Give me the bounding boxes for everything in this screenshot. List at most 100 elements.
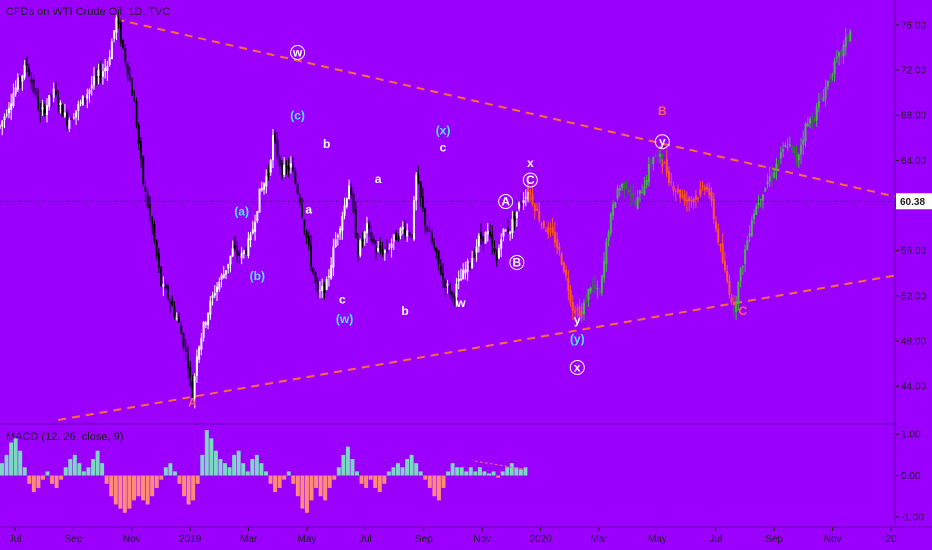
forecast-green-candle (654, 155, 657, 157)
macd-bar (95, 450, 100, 476)
price-candle (292, 166, 295, 172)
price-candle (59, 102, 62, 105)
price-candle (146, 193, 149, 208)
macd-bar (177, 475, 182, 484)
price-tick-label: 56.00 (901, 246, 926, 257)
macd-bar (487, 473, 491, 476)
macd-bar (459, 467, 464, 476)
price-candle (157, 253, 160, 268)
forecast-green-candle (777, 161, 780, 163)
forecast-red-candle (703, 187, 706, 191)
price-candle (131, 81, 134, 96)
macd-bar (86, 467, 91, 476)
price-candle (211, 295, 214, 299)
price-candle (195, 356, 198, 376)
macd-bar (523, 467, 528, 476)
forecast-red-candle (571, 302, 574, 311)
macd-bar (423, 475, 428, 480)
price-candle (186, 354, 189, 370)
forecast-green-candle (636, 196, 639, 209)
price-candle (224, 270, 227, 275)
price-candle (171, 301, 174, 306)
price-candle (28, 68, 31, 77)
forecast-green-candle (598, 290, 601, 295)
chart-title: CFDs on WTI Crude Oil, 1D, TVC (6, 6, 171, 18)
price-candle (92, 76, 95, 86)
macd-bar (63, 467, 68, 476)
price-candle (265, 176, 268, 187)
macd-bar (396, 463, 400, 476)
price-candle (113, 30, 116, 39)
price-candle (374, 246, 377, 253)
forecast-green-candle (650, 162, 653, 164)
macd-bar (200, 454, 205, 476)
forecast-red-candle (527, 185, 530, 193)
forecast-red-candle (701, 185, 704, 187)
price-candle (66, 112, 69, 126)
macd-bar (268, 475, 273, 484)
forecast-green-candle (784, 145, 787, 148)
forecast-green-candle (603, 260, 606, 279)
forecast-green-candle (641, 192, 644, 194)
macd-bar (405, 459, 410, 476)
price-candle (274, 131, 277, 142)
price-candle (238, 252, 241, 256)
price-candle (88, 89, 91, 94)
macd-bar (122, 475, 127, 513)
forecast-green-candle (840, 49, 843, 56)
forecast-red-candle (668, 170, 671, 183)
price-candle (213, 292, 216, 296)
price-candle (110, 41, 113, 60)
macd-bar (286, 471, 291, 476)
forecast-red-candle (732, 302, 735, 306)
forecast-green-candle (849, 31, 852, 42)
price-candle (415, 174, 418, 201)
forecast-green-candle (786, 147, 789, 149)
price-candle (276, 140, 279, 158)
forecast-green-candle (661, 154, 664, 163)
price-candle (493, 247, 496, 253)
forecast-green-candle (755, 205, 758, 216)
forecast-green-candle (618, 188, 621, 191)
macd-bar (91, 459, 95, 476)
price-candle (77, 104, 80, 111)
macd-bar (59, 475, 64, 480)
forecast-red-candle (574, 310, 577, 314)
price-candle (442, 272, 445, 279)
macd-bar (482, 471, 487, 476)
forecast-red-candle (674, 191, 677, 193)
wave-label: x (527, 156, 534, 170)
forecast-red-candle (544, 230, 547, 232)
price-candle (336, 234, 339, 238)
price-candle (231, 248, 234, 257)
wave-label: b (401, 304, 408, 318)
price-candle (184, 348, 187, 352)
time-tick-label: Jul (9, 534, 22, 545)
macd-title: MACD (12, 26, close, 9) (6, 431, 124, 443)
macd-bar (304, 475, 309, 513)
price-candle (72, 117, 75, 119)
time-tick-label: Jul (359, 534, 372, 545)
price-candle (245, 251, 248, 253)
wave-label: B (658, 104, 667, 118)
price-candle (390, 243, 393, 248)
macd-bar (496, 475, 501, 478)
price-candle (330, 265, 333, 279)
price-candle (104, 67, 107, 72)
price-candle (135, 101, 138, 127)
forecast-red-candle (529, 192, 532, 194)
macd-bar (359, 475, 364, 484)
price-candle (209, 300, 212, 315)
price-candle (370, 232, 373, 242)
macd-bar (68, 459, 73, 476)
price-tick-label: 44.00 (901, 382, 926, 393)
wave-label-circle (569, 359, 585, 375)
macd-bar (141, 475, 146, 501)
wave-label: w (292, 46, 303, 60)
price-candle (437, 250, 440, 264)
price-candle (522, 200, 525, 204)
forecast-green-candle (806, 123, 809, 127)
macd-bar (400, 467, 405, 476)
forecast-red-candle (562, 262, 565, 272)
